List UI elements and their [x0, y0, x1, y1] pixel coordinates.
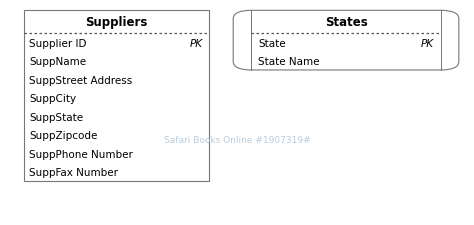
Text: Safari Books Online #1907319#: Safari Books Online #1907319#: [164, 135, 310, 144]
Text: State Name: State Name: [258, 57, 320, 67]
Text: SuppPhone Number: SuppPhone Number: [29, 149, 133, 159]
Bar: [24, 11, 209, 181]
Text: Supplier ID: Supplier ID: [29, 38, 87, 48]
Text: PK: PK: [190, 38, 203, 48]
Text: PK: PK: [421, 38, 434, 48]
Text: SuppZipcode: SuppZipcode: [29, 131, 98, 141]
Text: States: States: [325, 16, 367, 29]
Text: Suppliers: Suppliers: [85, 16, 147, 29]
Text: State: State: [258, 38, 286, 48]
FancyBboxPatch shape: [233, 11, 459, 71]
Text: SuppName: SuppName: [29, 57, 87, 67]
Text: SuppStreet Address: SuppStreet Address: [29, 75, 133, 85]
Text: SuppFax Number: SuppFax Number: [29, 168, 118, 178]
Text: SuppCity: SuppCity: [29, 94, 76, 104]
Text: SuppState: SuppState: [29, 112, 83, 122]
